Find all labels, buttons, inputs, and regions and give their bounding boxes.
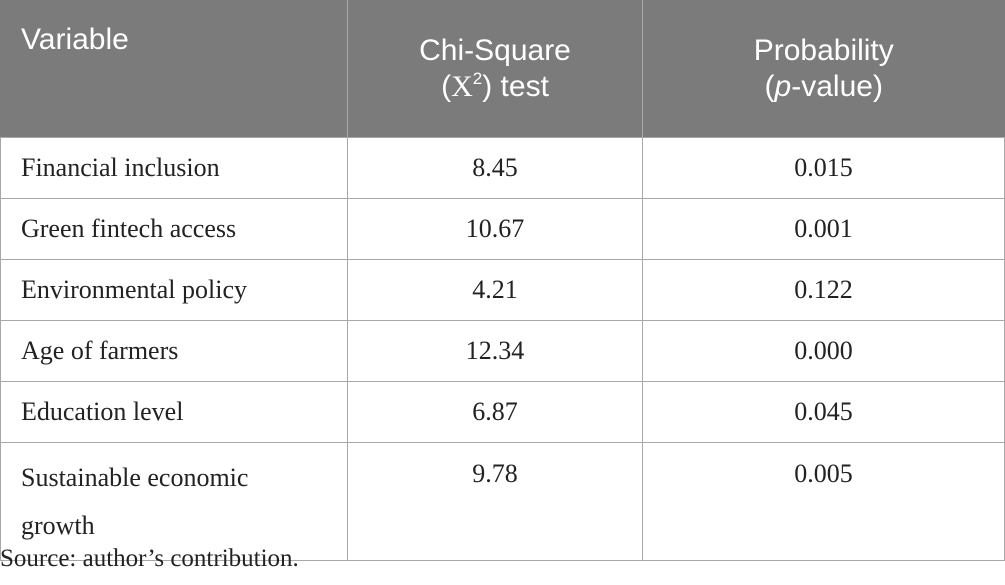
header-chi-square-open: ( (441, 69, 452, 103)
header-probability: Probability (p-value) (642, 0, 1005, 138)
cell-variable: Green fintech access (0, 198, 348, 260)
cell-p-value: 0.001 (642, 198, 1005, 260)
cell-variable: Sustainable economic growth (0, 442, 348, 561)
header-chi-square-close: ) test (482, 69, 549, 103)
header-chi-square-superscript: 2 (472, 68, 483, 88)
table-source-note: Source: author’s contribution. (0, 545, 299, 572)
cell-p-value: 0.122 (642, 259, 1005, 321)
header-variable: Variable (0, 0, 348, 138)
cell-chi-square: 8.45 (347, 137, 643, 199)
table-row: Sustainable economic growth 9.78 0.005 (0, 442, 1005, 561)
cell-p-value: 0.005 (642, 442, 1005, 561)
cell-variable: Environmental policy (0, 259, 348, 321)
table-row: Green fintech access 10.67 0.001 (0, 198, 1005, 260)
header-chi-square-line1: Chi-Square (419, 33, 571, 67)
header-probability-close: -value) (791, 69, 883, 103)
header-row: Variable Chi-Square (X2) test Probabilit… (0, 0, 1005, 138)
header-chi-square-symbol: X (451, 69, 473, 103)
header-probability-p: p (774, 69, 792, 103)
cell-variable: Financial inclusion (0, 137, 348, 199)
header-chi-square: Chi-Square (X2) test (347, 0, 643, 138)
table-row: Age of farmers 12.34 0.000 (0, 320, 1005, 382)
cell-variable: Education level (0, 381, 348, 443)
table-row: Education level 6.87 0.045 (0, 381, 1005, 443)
cell-chi-square: 12.34 (347, 320, 643, 382)
cell-variable: Age of farmers (0, 320, 348, 382)
cell-chi-square: 6.87 (347, 381, 643, 443)
cell-chi-square: 10.67 (347, 198, 643, 260)
cell-p-value: 0.015 (642, 137, 1005, 199)
cell-chi-square: 9.78 (347, 442, 643, 561)
table-row: Financial inclusion 8.45 0.015 (0, 137, 1005, 199)
cell-p-value: 0.045 (642, 381, 1005, 443)
cell-chi-square: 4.21 (347, 259, 643, 321)
table-row: Environmental policy 4.21 0.122 (0, 259, 1005, 321)
cell-p-value: 0.000 (642, 320, 1005, 382)
results-table: Variable Chi-Square (X2) test Probabilit… (0, 0, 1005, 561)
header-probability-line1: Probability (753, 33, 894, 67)
header-probability-open: ( (764, 69, 775, 103)
